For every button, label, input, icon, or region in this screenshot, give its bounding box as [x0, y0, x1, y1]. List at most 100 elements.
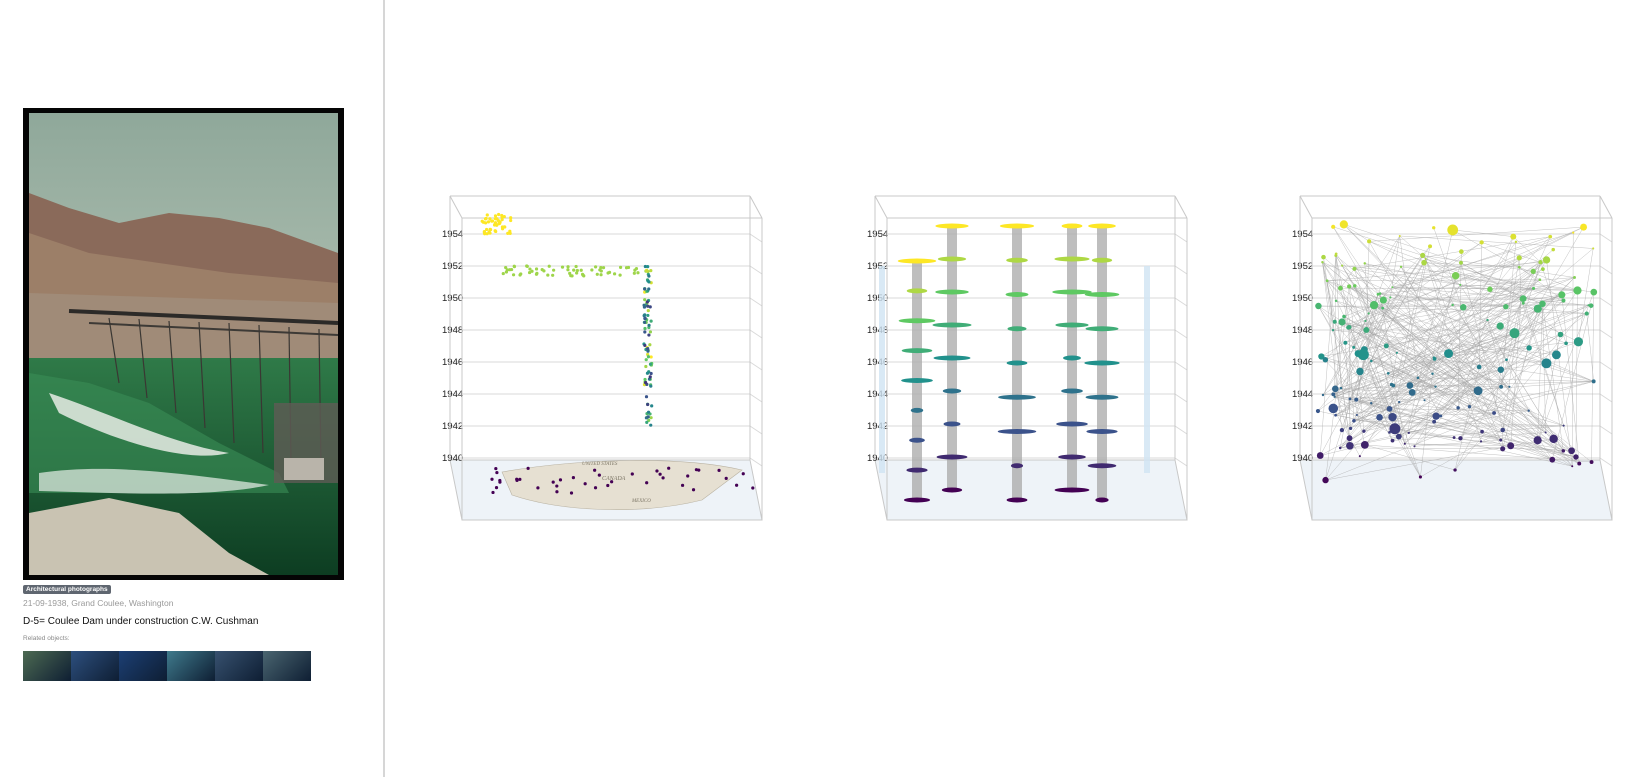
network-node: [1352, 419, 1356, 423]
network-edge: [1420, 373, 1433, 477]
data-point: [509, 216, 513, 220]
network-edge: [1578, 248, 1594, 342]
network-edge: [1340, 288, 1354, 348]
river-landscape-thumbnail[interactable]: [215, 651, 263, 681]
network-edge: [1533, 271, 1575, 278]
data-point: [488, 217, 492, 221]
network-node: [1521, 301, 1525, 305]
network-edge: [1317, 388, 1336, 412]
network-node: [1531, 286, 1536, 290]
network-time-cube[interactable]: 1940 1942 1944 1946 1948 1950 1952 1954: [1282, 190, 1642, 560]
network-edge: [1345, 242, 1482, 343]
network-node: [1497, 366, 1505, 373]
data-point: [612, 272, 617, 276]
data-point: [484, 216, 488, 221]
network-edge: [1348, 327, 1355, 421]
network-time-cube-panel[interactable]: 1940 1942 1944 1946 1948 1950 1952 1954: [1282, 190, 1642, 560]
network-edge: [1388, 279, 1541, 374]
photo-preview[interactable]: [23, 108, 344, 580]
network-edge: [1321, 342, 1346, 357]
data-point: [494, 466, 498, 471]
dam-thumbnail[interactable]: [23, 651, 71, 681]
network-node: [1551, 247, 1555, 252]
network-node: [1353, 284, 1357, 288]
network-edge: [1389, 300, 1564, 433]
data-point: [572, 268, 576, 272]
network-edge: [1335, 253, 1375, 306]
year-tick-label: 1948: [1292, 325, 1313, 336]
network-edge: [1354, 268, 1464, 308]
lake-landscape-thumbnail[interactable]: [167, 651, 215, 681]
data-point: [643, 316, 647, 321]
data-point: [551, 480, 555, 484]
network-node: [1383, 343, 1389, 349]
network-node: [1388, 412, 1397, 422]
network-node: [1561, 449, 1566, 453]
network-edge: [1519, 267, 1578, 291]
category-badge[interactable]: Architectural photographs: [23, 585, 111, 594]
network-node: [1316, 452, 1324, 459]
network-edge: [1399, 235, 1594, 249]
network-edge: [1513, 236, 1541, 263]
cluster-ring: [1058, 454, 1086, 460]
network-edge: [1398, 236, 1514, 437]
network-node: [1509, 328, 1520, 339]
cluster-time-cube-panel[interactable]: 1940 1942 1944 1946 1948 1950 1952 1954: [857, 190, 1217, 560]
cluster-ring: [998, 394, 1036, 400]
network-edge: [1460, 284, 1578, 291]
network-node: [1367, 312, 1370, 315]
data-point: [582, 274, 586, 278]
network-node: [1527, 409, 1530, 412]
data-point: [491, 490, 495, 495]
network-node: [1416, 376, 1420, 380]
network-node: [1561, 298, 1566, 303]
data-point: [502, 215, 506, 219]
network-node: [1577, 461, 1582, 466]
data-point: [618, 273, 622, 277]
valley-thumbnail[interactable]: [263, 651, 311, 681]
network-edge: [1341, 321, 1479, 392]
data-point: [646, 415, 650, 419]
network-node: [1398, 234, 1401, 237]
dark-ocean-thumbnail[interactable]: [119, 651, 167, 681]
network-node: [1322, 476, 1329, 484]
blue-texture-thumbnail[interactable]: [71, 651, 119, 681]
map-label: UNITED STATES: [582, 462, 618, 467]
network-node: [1526, 345, 1532, 351]
network-edge: [1391, 352, 1398, 385]
network-edge: [1335, 388, 1350, 439]
network-edge: [1433, 288, 1534, 422]
network-edge: [1392, 416, 1576, 458]
cluster-time-cube[interactable]: 1940 1942 1944 1946 1948 1950 1952 1954: [857, 190, 1217, 560]
network-node: [1458, 249, 1464, 254]
network-node: [1322, 357, 1329, 363]
network-edge: [1321, 356, 1380, 418]
geo-time-cube-panel[interactable]: CANADA UNITED STATES MEXICO 1940 1942 1944 194…: [432, 190, 792, 560]
data-point: [494, 486, 499, 490]
network-edge: [1342, 265, 1578, 291]
network-edge: [1424, 308, 1538, 401]
network-node: [1432, 412, 1440, 420]
data-point: [648, 375, 652, 379]
network-edge: [1359, 275, 1456, 372]
network-node: [1549, 434, 1558, 444]
network-node: [1395, 433, 1402, 440]
network-edge: [1408, 262, 1462, 433]
network-node: [1338, 318, 1346, 326]
network-edge: [1409, 385, 1553, 460]
network-edge: [1422, 255, 1461, 286]
year-tick-label: 1942: [442, 421, 463, 432]
geo-time-cube[interactable]: CANADA UNITED STATES MEXICO 1940 1942 1944 194…: [432, 190, 792, 560]
network-edge: [1420, 429, 1503, 478]
network-node: [1338, 446, 1342, 450]
data-point: [509, 218, 513, 223]
year-tick-label: 1954: [867, 229, 888, 240]
data-point: [648, 343, 652, 347]
data-point: [646, 410, 651, 414]
network-node: [1459, 283, 1462, 286]
year-tick-label: 1952: [867, 261, 888, 272]
network-edge: [1340, 447, 1503, 450]
network-node: [1516, 255, 1522, 261]
network-node: [1557, 331, 1564, 338]
network-node: [1573, 286, 1582, 295]
